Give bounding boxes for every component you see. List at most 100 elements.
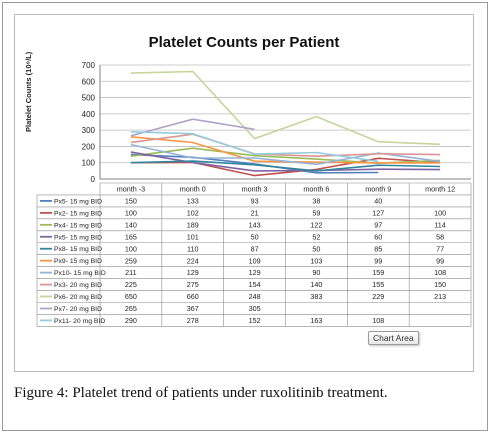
data-label: 87 (251, 244, 259, 253)
data-label: 152 (249, 316, 261, 325)
data-label: 100 (434, 208, 446, 217)
data-label: 38 (312, 197, 320, 206)
series-line (130, 157, 441, 177)
series-line (130, 131, 379, 163)
data-label: 110 (187, 244, 198, 253)
data-label: 58 (436, 232, 444, 241)
legend-label: Px6- 20 mg BID (54, 294, 102, 301)
data-label: 165 (125, 232, 137, 241)
legend-label: Px5- 15 mg BID (54, 198, 102, 205)
data-label: 154 (249, 280, 261, 289)
data-label: 290 (125, 316, 137, 325)
legend-label: Px9- 15 mg BID (54, 258, 102, 265)
data-label: 213 (434, 292, 446, 301)
data-label: 155 (372, 280, 384, 289)
data-label: 143 (249, 220, 261, 229)
data-label: 100 (125, 208, 137, 217)
data-label: 129 (249, 268, 261, 277)
data-label: 248 (249, 292, 261, 301)
data-label: 50 (251, 232, 259, 241)
data-label: 60 (374, 232, 382, 241)
series-line (130, 160, 441, 172)
y-tick-label: 0 (91, 175, 96, 184)
data-label: 100 (125, 244, 137, 253)
data-label: 259 (125, 256, 137, 265)
data-label: 159 (372, 268, 384, 277)
series-line (130, 70, 441, 146)
data-label: 90 (312, 268, 320, 277)
data-label: 140 (125, 220, 137, 229)
data-label: 21 (251, 208, 259, 217)
data-label: 650 (125, 292, 137, 301)
data-label: 59 (312, 208, 320, 217)
data-label: 40 (374, 197, 382, 206)
x-category-label: month 6 (303, 185, 329, 194)
y-tick-label: 400 (82, 110, 96, 119)
data-label: 129 (187, 268, 199, 277)
data-label: 85 (374, 244, 382, 253)
legend-label: Px3- 20 mg BID (54, 282, 102, 289)
legend-label: Px7- 20 mg BID (54, 306, 102, 313)
data-label: 99 (436, 256, 444, 265)
y-tick-label: 500 (82, 94, 96, 103)
series-line (130, 133, 441, 157)
data-label: 275 (187, 280, 199, 289)
data-label: 108 (372, 316, 384, 325)
legend-label: Px11- 20 mg BID (54, 318, 105, 325)
data-label: 77 (436, 244, 444, 253)
x-category-label: month 9 (365, 185, 391, 194)
caption-text: Platelet trend of patients under ruxolit… (68, 385, 388, 401)
data-label: 660 (187, 292, 199, 301)
data-label: 150 (125, 197, 137, 206)
data-label: 122 (310, 220, 322, 229)
data-label: 103 (310, 256, 322, 265)
data-label: 99 (374, 256, 382, 265)
y-axis-label: Platelet Counts (10⁹/L) (24, 51, 33, 132)
data-label: 225 (125, 280, 137, 289)
data-label: 97 (374, 220, 382, 229)
data-label: 229 (372, 292, 384, 301)
data-label: 133 (187, 197, 199, 206)
legend-label: Px8- 15 mg BID (54, 246, 102, 253)
data-label: 52 (312, 232, 320, 241)
y-tick-label: 300 (82, 126, 96, 135)
data-label: 383 (310, 292, 322, 301)
y-tick-label: 200 (82, 142, 96, 151)
data-label: 109 (249, 256, 261, 265)
chart-svg: 0 100 200 300 400 500 600 700 month -3 month 0 mon… (36, 61, 472, 327)
data-label: 108 (434, 268, 446, 277)
y-tick-label: 700 (82, 61, 96, 70)
chart-area[interactable]: 0 100 200 300 400 500 600 700 month -3 month 0 mon… (14, 14, 474, 372)
x-category-label: month -3 (117, 185, 145, 194)
x-category-label: month 0 (180, 185, 206, 194)
data-label: 367 (187, 304, 199, 313)
data-label: 305 (249, 304, 261, 313)
data-label: 127 (372, 208, 384, 217)
data-label: 102 (187, 208, 199, 217)
data-label: 278 (187, 316, 199, 325)
data-label: 211 (125, 268, 136, 277)
data-label: 101 (187, 232, 199, 241)
data-label: 50 (312, 244, 320, 253)
data-label: 114 (434, 220, 445, 229)
legend-label: Px4- 15 mg BID (54, 222, 102, 229)
figure-caption: Figure 4: Platelet trend of patients und… (14, 385, 388, 402)
data-label: 93 (251, 197, 259, 206)
chart-title: Platelet Counts per Patient (148, 34, 340, 51)
chart-area-tooltip: Chart Area (368, 331, 419, 345)
data-label: 265 (125, 304, 137, 313)
x-category-label: month 3 (242, 185, 268, 194)
data-label: 140 (310, 280, 322, 289)
data-label: 163 (310, 316, 322, 325)
caption-label: Figure 4: (14, 385, 69, 401)
x-category-label: month 12 (425, 185, 455, 194)
legend-label: Px10- 15 mg BID (54, 270, 106, 277)
y-tick-label: 100 (82, 159, 96, 168)
data-label: 189 (187, 220, 199, 229)
data-label: 224 (187, 256, 199, 265)
legend-label: Px5- 15 mg BID (54, 234, 102, 241)
legend-label: Px2- 15 mg BID (54, 210, 102, 217)
data-label: 150 (434, 280, 446, 289)
y-tick-label: 600 (82, 77, 96, 86)
series-line (130, 118, 255, 137)
